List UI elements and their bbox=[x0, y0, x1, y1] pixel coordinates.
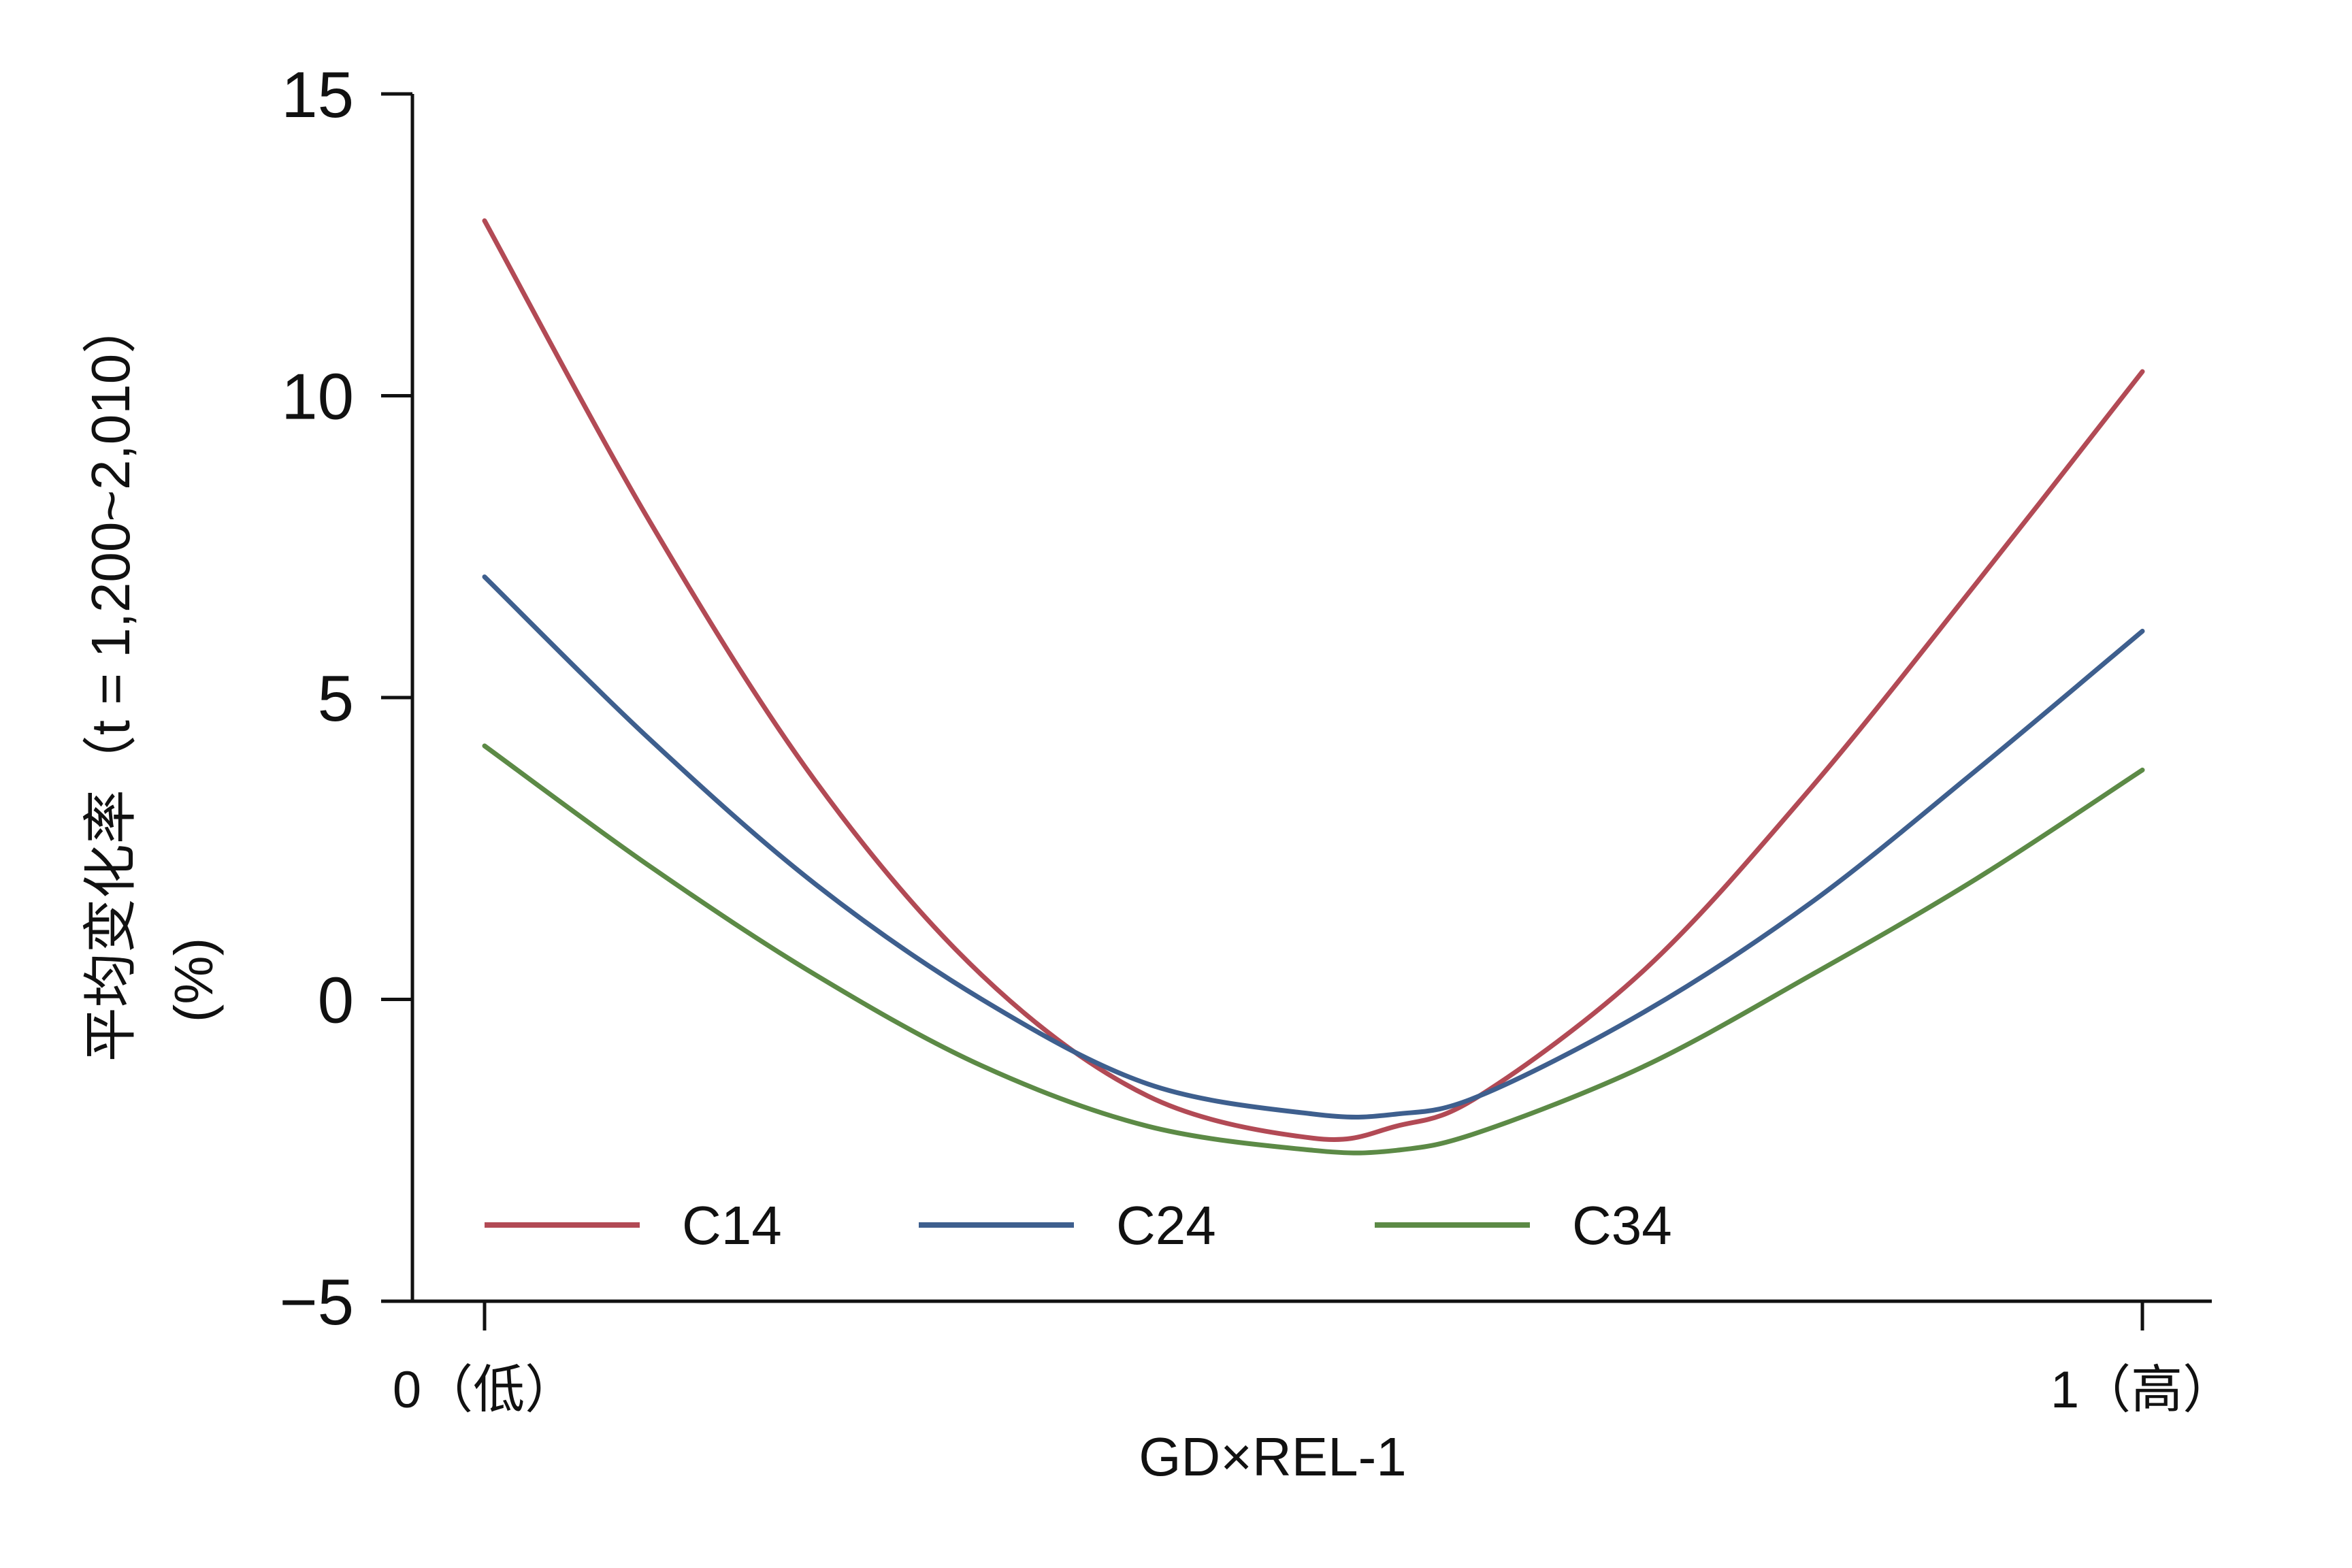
y-tick-label: 0 bbox=[318, 964, 354, 1037]
y-axis: 15 10 5 0 −5 bbox=[280, 59, 414, 1339]
series-line-c14 bbox=[482, 218, 2145, 1142]
legend-label-c34: C34 bbox=[1572, 1195, 1672, 1256]
y-axis-title: 平均变化率（t = 1,200~2,010） bbox=[80, 299, 141, 1062]
legend-label-c24: C24 bbox=[1116, 1195, 1216, 1256]
y-tick-label: 10 bbox=[281, 361, 354, 434]
x-axis-title: GD×REL-1 bbox=[1139, 1426, 1406, 1487]
series-lines bbox=[482, 218, 2145, 1156]
series-line-c34 bbox=[482, 743, 2145, 1156]
y-tick-label: 5 bbox=[318, 662, 354, 735]
x-tick-label: 0（低） bbox=[393, 1361, 576, 1419]
x-ticks: 0（低） 1（高） bbox=[393, 1301, 2234, 1419]
y-axis-title-unit: (%) bbox=[163, 938, 224, 1022]
x-tick-label: 1（高） bbox=[2051, 1361, 2234, 1419]
legend: C14 C24 C34 bbox=[485, 1195, 1672, 1256]
series-line-c24 bbox=[482, 574, 2145, 1120]
y-ticks: 15 10 5 0 −5 bbox=[280, 59, 412, 1339]
legend-label-c14: C14 bbox=[682, 1195, 782, 1256]
y-tick-label: −5 bbox=[280, 1266, 354, 1339]
y-tick-label: 15 bbox=[281, 59, 354, 131]
x-axis: 0（低） 1（高） bbox=[393, 1299, 2234, 1419]
